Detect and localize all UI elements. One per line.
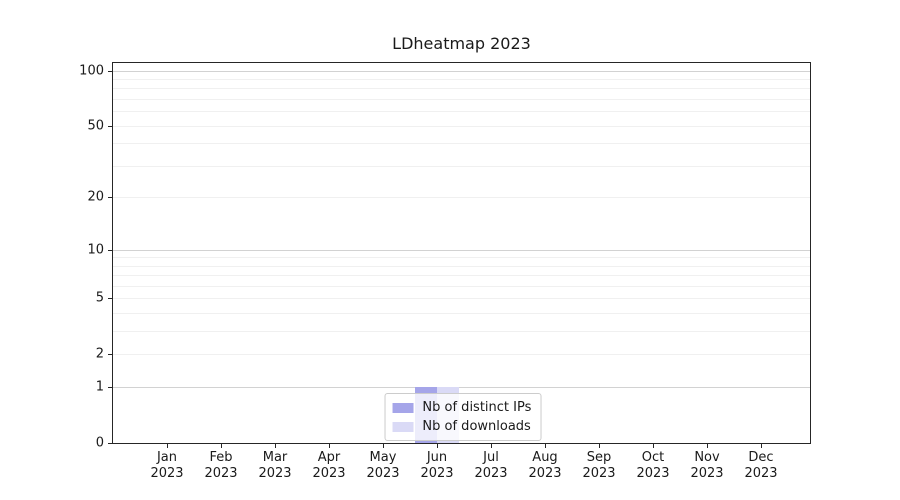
x-tick-mark (707, 444, 708, 448)
x-tick-label: Aug 2023 (528, 450, 562, 481)
x-tick-label: Sep 2023 (582, 450, 616, 481)
x-tick-label: Dec 2023 (744, 450, 778, 481)
y-tick-label: 5 (95, 290, 104, 306)
gridline-minor (113, 275, 810, 277)
gridline-major (113, 70, 810, 72)
gridline-major (113, 249, 810, 251)
gridline-minor (113, 88, 810, 90)
x-tick-label: May 2023 (366, 450, 400, 481)
y-tick-mark (108, 70, 112, 72)
gridline-minor (113, 143, 810, 145)
gridline-minor (113, 265, 810, 267)
y-tick-mark (108, 197, 112, 199)
x-tick-mark (545, 444, 546, 448)
x-tick-mark (275, 444, 276, 448)
y-tick-mark (108, 387, 112, 389)
x-tick-mark (437, 444, 438, 448)
chart-title: LDheatmap 2023 (392, 34, 531, 53)
x-tick-mark (329, 444, 330, 448)
y-tick-label: 20 (87, 189, 104, 205)
y-tick-mark (108, 249, 112, 251)
x-tick-mark (491, 444, 492, 448)
y-tick-label: 1 (95, 379, 104, 395)
y-tick-label: 10 (87, 242, 104, 257)
x-tick-label: Jun 2023 (420, 450, 454, 481)
gridline-minor (113, 99, 810, 101)
y-tick-label: 100 (79, 63, 104, 79)
gridline-minor (113, 298, 810, 300)
x-tick-label: Oct 2023 (636, 450, 670, 481)
gridline-minor (113, 111, 810, 113)
gridline-minor (113, 79, 810, 80)
x-tick-label: Mar 2023 (258, 450, 292, 481)
y-tick-label: 0 (95, 435, 104, 451)
legend-entry-downloads: Nb of downloads (392, 418, 531, 435)
y-tick-mark (108, 354, 112, 356)
x-tick-mark (221, 444, 222, 448)
y-tick-mark (108, 125, 112, 127)
gridline-minor (113, 354, 810, 356)
x-tick-mark (653, 444, 654, 448)
gridline-minor (113, 125, 810, 127)
plot-area: Nb of distinct IPs Nb of downloads (112, 62, 811, 444)
x-tick-mark (383, 444, 384, 448)
legend: Nb of distinct IPs Nb of downloads (384, 393, 542, 441)
legend-label-downloads: Nb of downloads (422, 419, 531, 434)
legend-swatch-distinct-ips-icon (392, 402, 414, 413)
x-tick-mark (167, 444, 168, 448)
x-tick-mark (599, 444, 600, 448)
x-tick-label: Apr 2023 (312, 450, 346, 481)
x-tick-label: Jul 2023 (474, 450, 508, 481)
gridline-minor (113, 331, 810, 333)
x-tick-label: Nov 2023 (690, 450, 724, 481)
gridline-minor (113, 286, 810, 287)
gridline-minor (113, 165, 810, 167)
x-tick-mark (761, 444, 762, 448)
y-tick-mark (108, 443, 112, 444)
gridline-minor (113, 313, 810, 315)
legend-swatch-downloads-icon (392, 421, 414, 432)
y-tick-label: 2 (95, 346, 104, 362)
gridline-minor (113, 197, 810, 199)
y-tick-mark (108, 298, 112, 300)
y-tick-label: 50 (87, 118, 104, 134)
legend-entry-distinct-ips: Nb of distinct IPs (392, 399, 531, 416)
gridline-minor (113, 257, 810, 259)
legend-label-distinct-ips: Nb of distinct IPs (422, 400, 532, 415)
x-tick-label: Jan 2023 (150, 450, 184, 481)
gridline-major (113, 387, 810, 389)
x-tick-label: Feb 2023 (204, 450, 238, 481)
